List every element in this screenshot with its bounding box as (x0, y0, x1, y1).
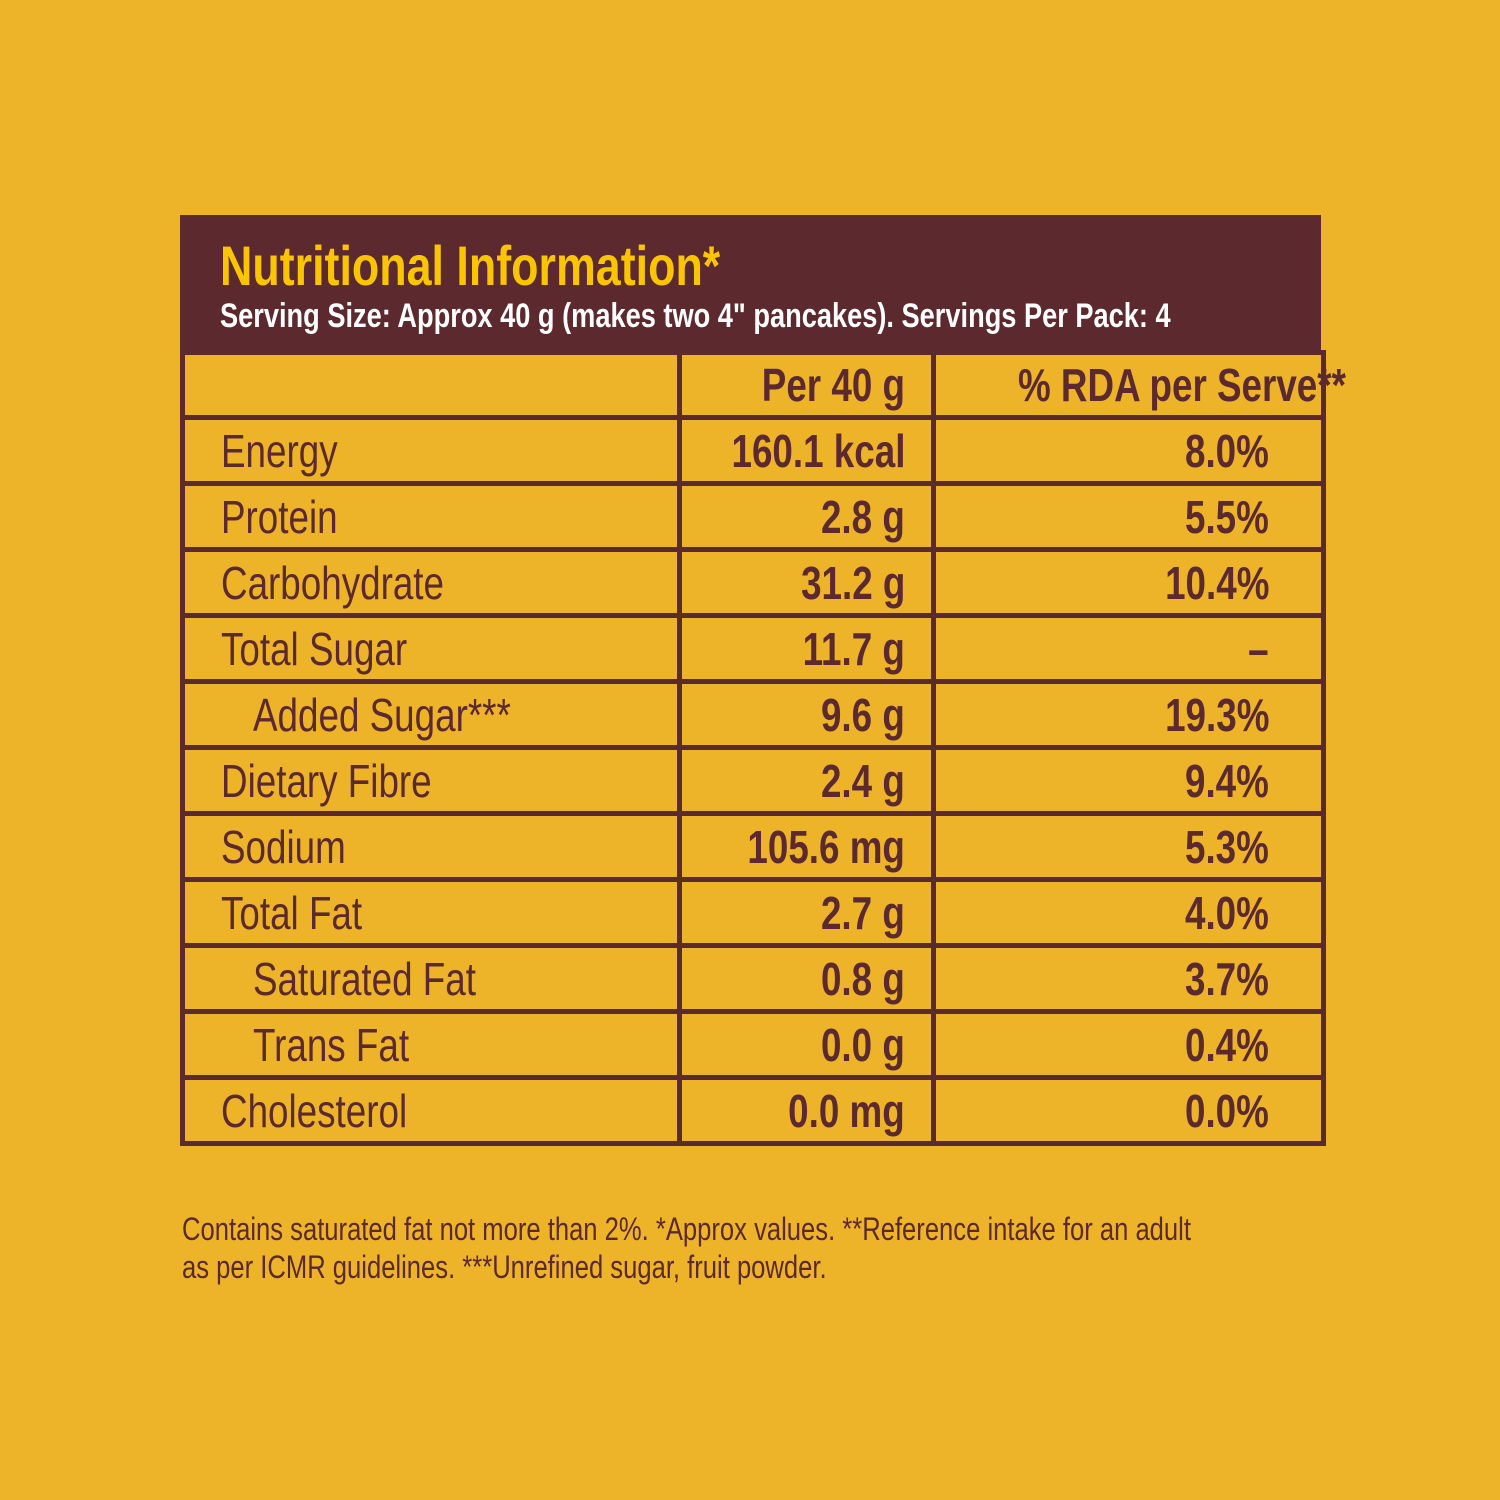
nutrient-name: Saturated Fat (180, 943, 682, 1014)
nutrient-name: Energy (180, 415, 682, 486)
rda-value: 19.3% (931, 679, 1326, 750)
nutrient-name: Trans Fat (180, 1009, 682, 1080)
panel-title: Nutritional Information* (220, 234, 721, 297)
nutrient-name: Added Sugar*** (180, 679, 682, 750)
table-header-row: Per 40 g % RDA per Serve** (180, 350, 1346, 420)
nutrient-name: Total Sugar (180, 613, 682, 684)
nutrient-name: Sodium (180, 811, 682, 882)
nutrient-name: Dietary Fibre (180, 745, 682, 816)
per-serving-value: 0.0 g (677, 1009, 936, 1080)
per-serving-value: 0.0 mg (677, 1075, 936, 1146)
table-row: Saturated Fat 0.8 g 3.7% (180, 943, 1326, 1014)
table-row: Carbohydrate 31.2 g 10.4% (180, 547, 1326, 618)
nutrient-name: Total Fat (180, 877, 682, 948)
column-header-per: Per 40 g (677, 350, 936, 420)
nutrient-name: Cholesterol (180, 1075, 682, 1146)
nutrient-name: Carbohydrate (180, 547, 682, 618)
rda-value: 10.4% (931, 547, 1326, 618)
rda-value: 5.5% (931, 481, 1326, 552)
footnote-line-1: Contains saturated fat not more than 2%.… (182, 1211, 1191, 1247)
per-serving-value: 105.6 mg (677, 811, 936, 882)
table-row: Protein 2.8 g 5.5% (180, 481, 1326, 552)
rda-value: 4.0% (931, 877, 1326, 948)
per-serving-value: 9.6 g (677, 679, 936, 750)
per-serving-value: 160.1 kcal (677, 415, 936, 486)
table-row: Cholesterol 0.0 mg 0.0% (180, 1075, 1326, 1146)
column-header-nutrient (180, 350, 682, 420)
nutrition-panel: Nutritional Information* Serving Size: A… (180, 215, 1346, 1146)
table-row: Trans Fat 0.0 g 0.4% (180, 1009, 1326, 1080)
table-row: Energy 160.1 kcal 8.0% (180, 415, 1326, 486)
nutrient-name: Protein (180, 481, 682, 552)
rda-value: – (931, 613, 1326, 684)
table-row: Total Sugar 11.7 g – (180, 613, 1326, 684)
serving-info: Serving Size: Approx 40 g (makes two 4" … (220, 297, 1171, 335)
rda-value: 0.0% (931, 1075, 1326, 1146)
rda-value: 3.7% (931, 943, 1326, 1014)
rda-value: 5.3% (931, 811, 1326, 882)
panel-header: Nutritional Information* Serving Size: A… (180, 215, 1321, 350)
per-serving-value: 2.8 g (677, 481, 936, 552)
column-header-rda: % RDA per Serve** (931, 350, 1346, 420)
nutrition-table: Per 40 g % RDA per Serve** Energy 160.1 k… (180, 350, 1346, 1146)
table-row: Total Fat 2.7 g 4.0% (180, 877, 1326, 948)
footnote: Contains saturated fat not more than 2%.… (182, 1210, 1302, 1286)
per-serving-value: 0.8 g (677, 943, 936, 1014)
rda-value: 9.4% (931, 745, 1326, 816)
per-serving-value: 2.7 g (677, 877, 936, 948)
table-row: Dietary Fibre 2.4 g 9.4% (180, 745, 1326, 816)
per-serving-value: 2.4 g (677, 745, 936, 816)
table-row: Sodium 105.6 mg 5.3% (180, 811, 1326, 882)
footnote-line-2: as per ICMR guidelines. ***Unrefined sug… (182, 1249, 827, 1285)
per-serving-value: 31.2 g (677, 547, 936, 618)
rda-value: 0.4% (931, 1009, 1326, 1080)
table-row: Added Sugar*** 9.6 g 19.3% (180, 679, 1326, 750)
rda-value: 8.0% (931, 415, 1326, 486)
per-serving-value: 11.7 g (677, 613, 936, 684)
